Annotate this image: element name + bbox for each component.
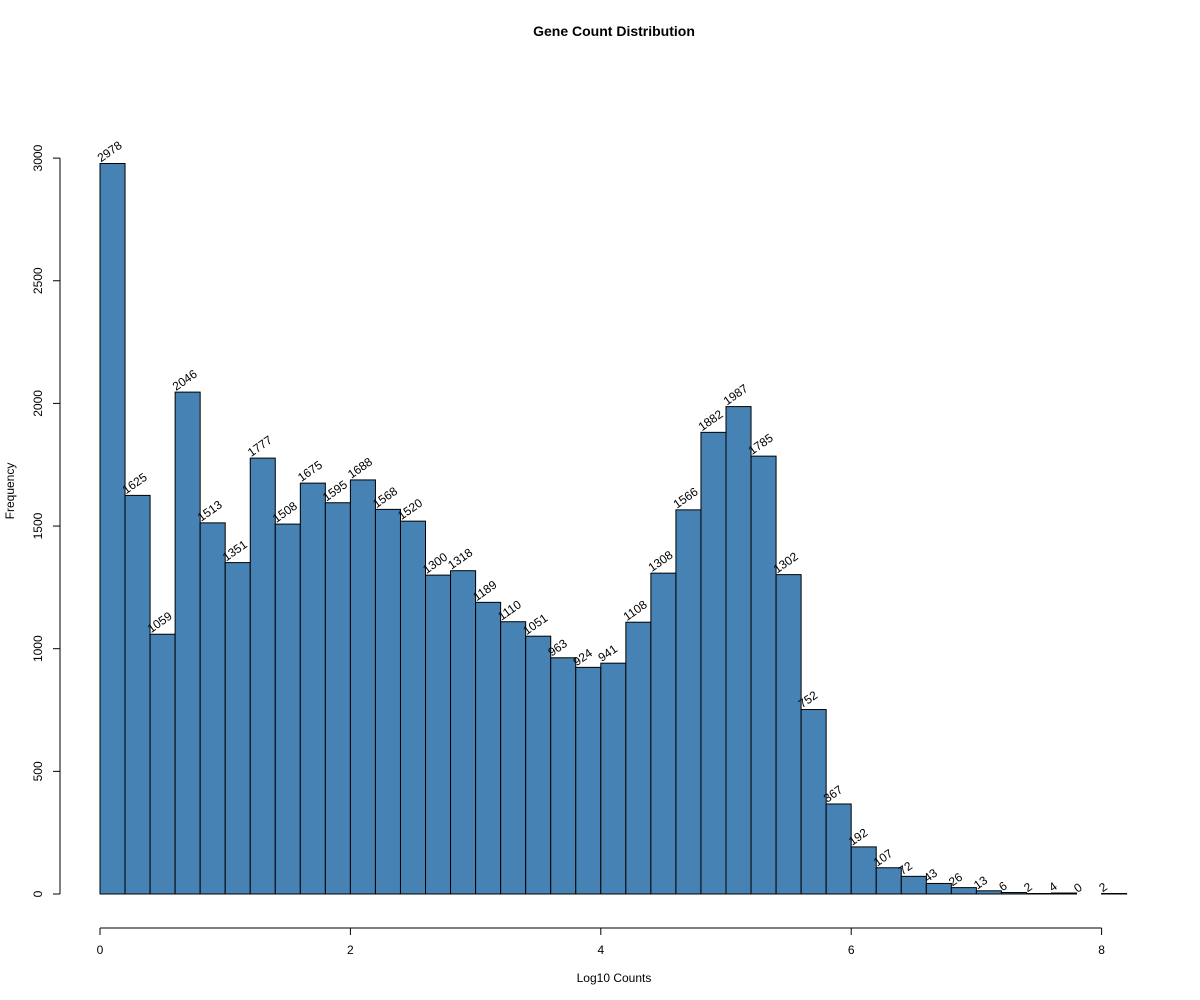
histogram-bar <box>274 523 301 895</box>
histogram-bar <box>850 846 877 895</box>
histogram-bar <box>99 162 126 895</box>
histogram-bar <box>450 570 477 895</box>
histogram-bar <box>224 562 251 895</box>
y-tick-label: 3000 <box>31 144 45 171</box>
y-tick-label: 2000 <box>31 390 45 417</box>
histogram-bar <box>700 431 727 895</box>
bar-data-label: 1595 <box>320 477 350 504</box>
bar-data-label: 1882 <box>696 407 726 434</box>
bar-data-label: 4 <box>1046 879 1060 894</box>
x-tick-label: 0 <box>97 943 104 957</box>
histogram-bar <box>249 457 276 895</box>
histogram-bar <box>575 666 602 895</box>
bar-data-label: 1520 <box>395 496 425 523</box>
histogram-bar <box>650 572 677 895</box>
bar-data-label: 1108 <box>621 597 650 623</box>
histogram-bar <box>324 502 351 895</box>
bar-data-label: 1051 <box>520 611 550 638</box>
histogram-bar <box>425 574 452 895</box>
bars-group <box>99 162 1128 895</box>
histogram-bar <box>875 867 902 895</box>
histogram-bar <box>675 509 702 895</box>
bar-data-label: 1566 <box>671 484 701 511</box>
y-tick-label: 2500 <box>31 267 45 294</box>
y-tick-label: 1500 <box>31 512 45 539</box>
bar-data-label: 2978 <box>95 138 125 165</box>
x-tick-label: 8 <box>1098 943 1105 957</box>
histogram-bar <box>800 709 827 895</box>
histogram-bar <box>600 662 627 895</box>
histogram-bar <box>625 621 652 895</box>
x-tick-label: 4 <box>597 943 604 957</box>
x-axis: 0 2 4 6 8 <box>97 927 1105 957</box>
bar-data-label: 941 <box>595 641 620 664</box>
bar-data-label: 2 <box>1096 879 1110 894</box>
histogram-bar <box>199 522 226 895</box>
histogram-bar <box>725 406 752 895</box>
histogram-bar <box>950 887 977 895</box>
histogram-bar <box>775 574 802 895</box>
histogram-bar <box>750 455 777 895</box>
bar-data-label: 1318 <box>445 545 475 572</box>
histogram-bar <box>349 479 376 895</box>
histogram-bar <box>174 391 201 895</box>
histogram-bar <box>475 601 502 895</box>
y-tick-label: 500 <box>31 761 45 781</box>
histogram-bar <box>149 633 176 895</box>
bar-data-label: 1777 <box>245 433 275 460</box>
histogram-bar <box>124 494 151 895</box>
y-tick-label: 1000 <box>31 635 45 662</box>
histogram-bar <box>1051 892 1078 895</box>
histogram-bar <box>550 657 577 895</box>
histogram-bar <box>925 882 952 895</box>
x-tick-label: 2 <box>347 943 354 957</box>
histogram-bar <box>900 875 927 895</box>
y-tick-label: 0 <box>31 890 45 897</box>
bar-data-label: 1987 <box>721 381 751 408</box>
histogram-bar <box>399 520 427 895</box>
bar-data-label: 1688 <box>345 454 375 481</box>
chart-title: Gene Count Distribution <box>533 23 695 39</box>
y-axis-label: Frequency <box>3 463 17 520</box>
bar-data-label: 2046 <box>170 367 200 394</box>
x-tick-label: 6 <box>848 943 855 957</box>
histogram-bar <box>374 508 401 895</box>
bar-data-label: 1110 <box>495 597 524 623</box>
x-axis-label: Log10 Counts <box>577 971 652 985</box>
histogram-bar <box>500 621 527 895</box>
bar-data-label: 1308 <box>646 548 676 575</box>
histogram-bar <box>825 803 852 895</box>
histogram-bar <box>299 482 326 895</box>
y-axis: 0 500 1000 1500 2000 2500 3000 <box>31 144 61 897</box>
bar-data-label: 1675 <box>295 458 325 485</box>
histogram-bar <box>525 635 552 895</box>
